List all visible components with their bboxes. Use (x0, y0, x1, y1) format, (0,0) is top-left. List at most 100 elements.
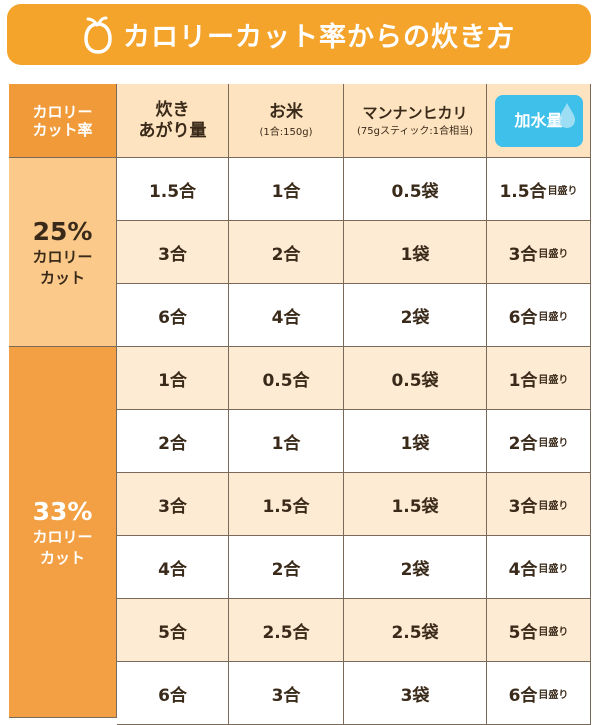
header-rate-line2: カット率 (32, 120, 93, 139)
mannan-amount-cell: 1.5袋 (344, 473, 487, 536)
cooked-amount-cell: 4合 (117, 536, 229, 599)
rice-amount-cell-value: 2.5合 (262, 622, 310, 643)
group-label-line1: カロリー (32, 527, 93, 546)
mannan-amount-cell-value: 0.5袋 (391, 181, 439, 202)
rice-amount-cell: 2合 (229, 221, 344, 284)
header-mannan-note: (75gスティック:1合相当) (356, 125, 473, 137)
water-amount-cell-value: 4合 (508, 559, 538, 580)
mannan-amount-cell: 2袋 (344, 536, 487, 599)
rice-amount-cell: 1.5合 (229, 473, 344, 536)
cooked-amount-cell-value: 3合 (158, 244, 187, 265)
group-percent: 33% (32, 496, 93, 526)
header-cooked-line1: 炊き (155, 100, 190, 121)
rice-amount-cell: 1合 (229, 158, 344, 221)
water-unit-label: 目盛り (538, 626, 569, 638)
rice-amount-cell: 1合 (229, 410, 344, 473)
water-unit-label: 目盛り (538, 563, 569, 575)
water-amount-badge: 加水量 (494, 94, 583, 147)
table-row: 6合 3合 3袋 6合 目盛り (117, 662, 591, 725)
water-unit-label: 目盛り (538, 374, 569, 386)
header-rice-note: (1合:150g) (259, 126, 313, 138)
group-25-percent: 25% カロリー カット (9, 158, 117, 347)
group-percent: 25% (32, 216, 93, 246)
table-row: 1.5合 1合 0.5袋 1.5合 目盛り (117, 158, 591, 221)
mannan-amount-cell: 1袋 (344, 410, 487, 473)
group-label-line2: カット (39, 548, 85, 567)
water-amount-cell-value: 2合 (508, 433, 538, 454)
cooked-amount-cell: 5合 (117, 599, 229, 662)
cooked-amount-cell-value: 6合 (158, 685, 187, 706)
mannan-amount-cell-value: 2袋 (400, 307, 430, 328)
header-cooked-amount: 炊き あがり量 (117, 84, 229, 158)
water-unit-label: 目盛り (538, 500, 569, 512)
water-amount-cell-value: 1.5合 (499, 181, 547, 202)
rice-amount-cell: 3合 (229, 662, 344, 725)
cooked-amount-cell: 1合 (117, 347, 229, 410)
header-calorie-cut-rate: カロリー カット率 (9, 84, 117, 158)
header-water-amount: 加水量 (487, 84, 591, 158)
header-cooked-line2: あがり量 (138, 120, 207, 141)
table-row: 3合 2合 1袋 3合 目盛り (117, 221, 591, 284)
header-rate-line1: カロリー (32, 102, 93, 121)
water-amount-cell-value: 3合 (508, 496, 538, 517)
mannan-amount-cell-value: 1袋 (400, 433, 430, 454)
water-amount-cell: 5合 目盛り (487, 599, 591, 662)
cooked-amount-cell: 2合 (117, 410, 229, 473)
cooked-amount-cell: 6合 (117, 284, 229, 347)
cooked-amount-cell: 3合 (117, 221, 229, 284)
mannan-amount-cell-value: 2.5袋 (391, 622, 439, 643)
header-rice: お米 (1合:150g) (229, 84, 344, 158)
water-amount-cell: 1合 目盛り (487, 347, 591, 410)
water-drop-icon (558, 102, 575, 128)
rice-grain-icon (84, 16, 112, 54)
rice-amount-cell: 2合 (229, 536, 344, 599)
rice-amount-cell-value: 1合 (271, 181, 301, 202)
rice-amount-cell-value: 4合 (271, 307, 301, 328)
rice-amount-cell: 0.5合 (229, 347, 344, 410)
water-unit-label: 目盛り (538, 311, 569, 323)
table-row: 1合 0.5合 0.5袋 1合 目盛り (117, 347, 591, 410)
rice-amount-cell-value: 2合 (271, 559, 301, 580)
mannan-amount-cell-value: 1袋 (400, 244, 430, 265)
mannan-amount-cell: 0.5袋 (344, 158, 487, 221)
water-unit-label: 目盛り (538, 248, 569, 260)
mannan-amount-cell-value: 0.5袋 (391, 370, 439, 391)
cooked-amount-cell-value: 3合 (158, 496, 187, 517)
cooked-amount-cell: 1.5合 (117, 158, 229, 221)
water-amount-cell: 6合 目盛り (487, 662, 591, 725)
title-banner: カロリーカット率からの炊き方 (7, 4, 591, 65)
mannan-amount-cell-value: 2袋 (400, 559, 430, 580)
table-row: 3合 1.5合 1.5袋 3合 目盛り (117, 473, 591, 536)
water-amount-cell-value: 3合 (508, 244, 538, 265)
group-label-line2: カット (39, 268, 85, 287)
cooked-amount-cell-value: 6合 (158, 307, 187, 328)
header-water-label: 加水量 (514, 110, 563, 130)
water-amount-cell: 4合 目盛り (487, 536, 591, 599)
mannan-amount-cell: 0.5袋 (344, 347, 487, 410)
cooked-amount-cell: 6合 (117, 662, 229, 725)
water-unit-label: 目盛り (538, 437, 569, 449)
mannan-amount-cell-value: 1.5袋 (391, 496, 439, 517)
rice-amount-cell: 2.5合 (229, 599, 344, 662)
cooking-table: カロリー カット率 炊き あがり量 お米 (1合:150g) マンナンヒカリ (… (9, 84, 591, 725)
water-unit-label: 目盛り (538, 689, 569, 701)
mannan-amount-cell: 3袋 (344, 662, 487, 725)
water-unit-label: 目盛り (547, 185, 578, 197)
water-amount-cell-value: 5合 (508, 622, 538, 643)
page-title: カロリーカット率からの炊き方 (123, 22, 515, 53)
table-row: 6合 4合 2袋 6合 目盛り (117, 284, 591, 347)
mannan-amount-cell: 2袋 (344, 284, 487, 347)
water-amount-cell-value: 6合 (508, 307, 538, 328)
rice-amount-cell-value: 0.5合 (262, 370, 310, 391)
header-rice-label: お米 (269, 102, 303, 123)
rice-amount-cell-value: 2合 (271, 244, 301, 265)
water-amount-cell-value: 6合 (508, 685, 538, 706)
mannan-amount-cell: 2.5袋 (344, 599, 487, 662)
rice-amount-cell: 4合 (229, 284, 344, 347)
table-row: 4合 2合 2袋 4合 目盛り (117, 536, 591, 599)
table-row: 5合 2.5合 2.5袋 5合 目盛り (117, 599, 591, 662)
water-amount-cell: 6合 目盛り (487, 284, 591, 347)
water-amount-cell: 2合 目盛り (487, 410, 591, 473)
cooked-amount-cell: 3合 (117, 473, 229, 536)
mannan-amount-cell-value: 3袋 (400, 685, 430, 706)
